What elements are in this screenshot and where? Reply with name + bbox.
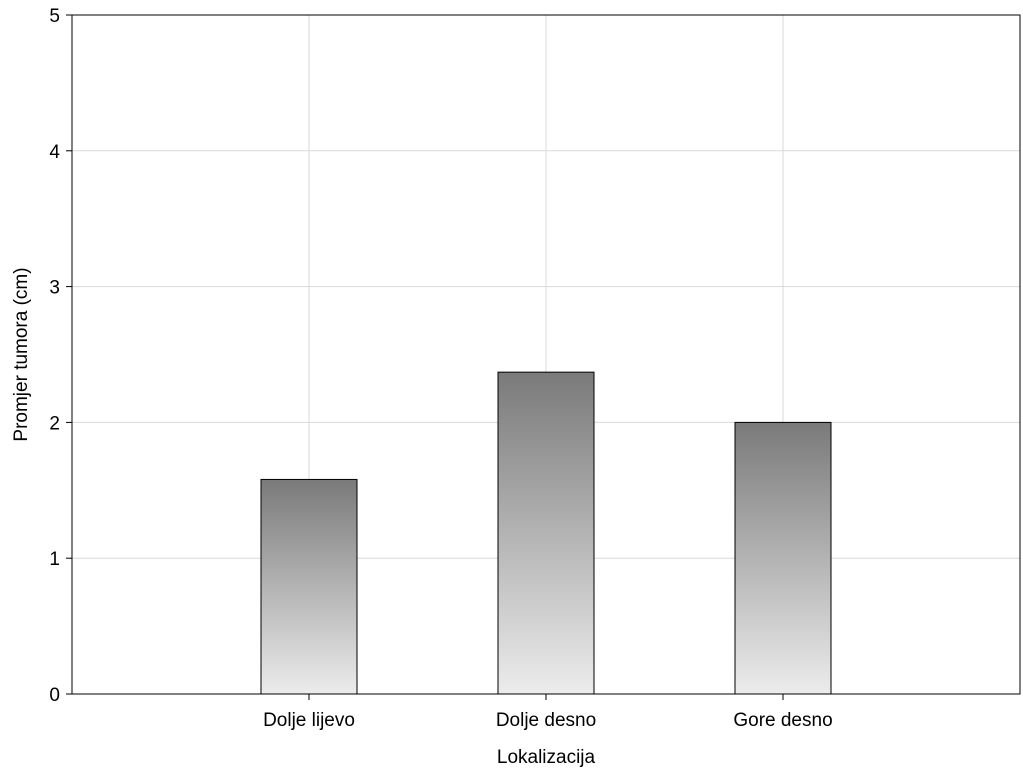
y-tick-label: 4	[49, 142, 60, 163]
y-tick-label: 2	[49, 413, 60, 434]
bar	[734, 421, 832, 695]
y-axis-title: Promjer tumora (cm)	[11, 267, 32, 441]
grid-lines	[72, 15, 1020, 694]
bar	[260, 478, 358, 695]
plot-frame	[71, 14, 1021, 695]
y-tick-labels: 0 1 2 3 4 5	[49, 6, 60, 706]
x-axis-title: Lokalizacija	[497, 747, 596, 768]
x-tick-label: Dolje lijevo	[263, 710, 355, 731]
x-tick-label: Dolje desno	[496, 710, 596, 731]
x-tick-labels: Dolje lijevo Dolje desno Gore desno	[263, 710, 833, 731]
x-tick-label: Gore desno	[733, 710, 832, 731]
y-tick-label: 1	[49, 549, 60, 570]
y-tick-label: 5	[49, 6, 60, 27]
bars	[260, 371, 832, 695]
y-tick-label: 0	[49, 685, 60, 706]
bar	[497, 371, 595, 695]
y-tick-label: 3	[49, 278, 60, 299]
axes	[66, 14, 1021, 700]
